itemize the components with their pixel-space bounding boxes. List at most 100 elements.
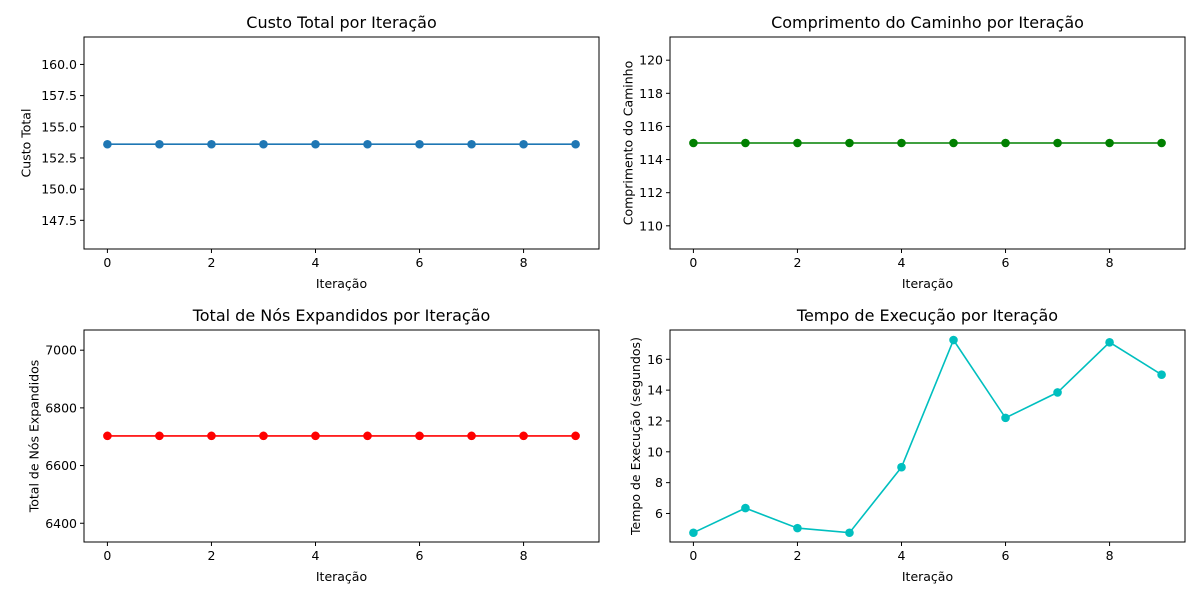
data-point bbox=[363, 139, 372, 149]
data-point bbox=[311, 431, 320, 441]
series-line bbox=[693, 338, 1163, 534]
chart-title: Custo Total por Iteração bbox=[246, 13, 436, 32]
data-point bbox=[897, 138, 906, 148]
data-point bbox=[363, 431, 372, 441]
chart-3: Total de Nós Expandidos por Iteração 0 2 4 6… bbox=[26, 306, 600, 584]
data-point bbox=[1157, 370, 1166, 380]
data-point bbox=[467, 139, 476, 149]
chart-title: Comprimento do Caminho por Iteração bbox=[771, 13, 1084, 32]
x-tick-label: 4 bbox=[312, 255, 320, 270]
y-tick-label: 12 bbox=[647, 413, 663, 428]
y-tick-label: 147.5 bbox=[41, 213, 77, 228]
data-point bbox=[949, 335, 958, 345]
data-point bbox=[1157, 138, 1166, 148]
x-tick-label: 8 bbox=[520, 548, 528, 563]
y-axis-label: Custo Total bbox=[19, 109, 34, 178]
plot-frame bbox=[669, 329, 1186, 543]
x-axis-label: Iteração bbox=[316, 276, 367, 291]
y-tick-label: 10 bbox=[647, 444, 663, 459]
y-tick-label: 8 bbox=[655, 475, 663, 490]
y-tick-label: 152.5 bbox=[41, 150, 77, 165]
y-tick-label: 6400 bbox=[45, 516, 77, 531]
chart-title: Tempo de Execução por Iteração bbox=[796, 306, 1058, 325]
y-axis-label: Tempo de Execução (segundos) bbox=[628, 337, 643, 536]
data-point bbox=[259, 431, 268, 441]
data-point bbox=[897, 462, 906, 472]
data-point bbox=[467, 431, 476, 441]
y-tick-label: 6800 bbox=[45, 400, 77, 415]
data-point bbox=[1053, 388, 1062, 397]
chart-2: Comprimento do Caminho por Iteração 0 2 4 6 8… bbox=[620, 13, 1186, 291]
data-point bbox=[741, 503, 750, 513]
y-tick-label: 114 bbox=[639, 152, 663, 167]
data-point bbox=[793, 523, 802, 533]
data-point bbox=[207, 431, 216, 441]
x-tick-label: 2 bbox=[207, 548, 215, 563]
x-tick-label: 0 bbox=[103, 548, 111, 563]
y-tick-label: 118 bbox=[639, 86, 663, 101]
data-point bbox=[103, 139, 112, 149]
y-tick-label: 6600 bbox=[45, 458, 77, 473]
x-tick-label: 2 bbox=[793, 255, 801, 270]
data-point bbox=[689, 528, 698, 538]
plot-frame bbox=[83, 36, 600, 250]
y-axis-label: Comprimento do Caminho bbox=[620, 61, 635, 226]
x-tick-label: 6 bbox=[1002, 255, 1010, 270]
data-point bbox=[259, 139, 268, 149]
data-point bbox=[103, 431, 112, 441]
data-point bbox=[571, 431, 580, 441]
x-tick-label: 6 bbox=[416, 548, 424, 563]
x-tick-label: 6 bbox=[1002, 548, 1010, 563]
y-tick-label: 157.5 bbox=[41, 88, 77, 103]
x-tick-label: 2 bbox=[207, 255, 215, 270]
x-tick-label: 0 bbox=[689, 548, 697, 563]
data-point bbox=[571, 139, 580, 149]
x-tick-label: 2 bbox=[793, 548, 801, 563]
plot-frame bbox=[83, 329, 600, 543]
y-tick-label: 155.0 bbox=[41, 119, 77, 134]
data-point bbox=[689, 138, 698, 148]
data-point bbox=[949, 138, 958, 148]
y-tick-label: 7000 bbox=[45, 343, 77, 358]
y-tick-label: 112 bbox=[639, 185, 663, 200]
x-tick-label: 4 bbox=[898, 255, 906, 270]
data-point bbox=[155, 431, 164, 441]
x-tick-label: 4 bbox=[312, 548, 320, 563]
x-tick-label: 8 bbox=[1106, 548, 1114, 563]
data-point bbox=[311, 139, 320, 149]
y-tick-label: 6 bbox=[655, 506, 663, 521]
data-point bbox=[415, 431, 424, 441]
data-point bbox=[1001, 413, 1010, 423]
chart-title: Total de Nós Expandidos por Iteração bbox=[192, 306, 491, 325]
data-point bbox=[1001, 138, 1010, 148]
y-axis-label: Total de Nós Expandidos bbox=[26, 360, 41, 514]
data-point bbox=[1105, 338, 1114, 347]
chart-4: Tempo de Execução por Iteração 0 2 4 6 8 6 8 10 1… bbox=[628, 306, 1186, 584]
y-tick-label: 120 bbox=[639, 53, 663, 68]
plot-frame bbox=[669, 36, 1186, 250]
data-point bbox=[415, 139, 424, 149]
chart-1: Custo Total por Iteração 0 2 4 6 8 147.5 150.0 1… bbox=[19, 13, 600, 291]
x-tick-label: 0 bbox=[103, 255, 111, 270]
y-tick-label: 110 bbox=[639, 218, 663, 233]
y-tick-label: 160.0 bbox=[41, 57, 77, 72]
y-tick-label: 16 bbox=[647, 352, 663, 367]
data-point bbox=[1105, 138, 1114, 148]
x-tick-label: 0 bbox=[689, 255, 697, 270]
x-tick-label: 8 bbox=[1106, 255, 1114, 270]
x-axis-label: Iteração bbox=[316, 569, 367, 584]
data-point bbox=[793, 138, 802, 148]
data-point bbox=[845, 138, 854, 148]
y-tick-label: 150.0 bbox=[41, 182, 77, 197]
x-axis-label: Iteração bbox=[902, 276, 953, 291]
x-tick-label: 6 bbox=[416, 255, 424, 270]
data-point bbox=[1053, 138, 1062, 148]
y-tick-label: 14 bbox=[647, 383, 663, 398]
data-point bbox=[207, 139, 216, 149]
data-point bbox=[519, 431, 528, 441]
x-axis-label: Iteração bbox=[902, 569, 953, 584]
data-point bbox=[741, 138, 750, 148]
data-point bbox=[155, 139, 164, 149]
x-tick-label: 8 bbox=[520, 255, 528, 270]
